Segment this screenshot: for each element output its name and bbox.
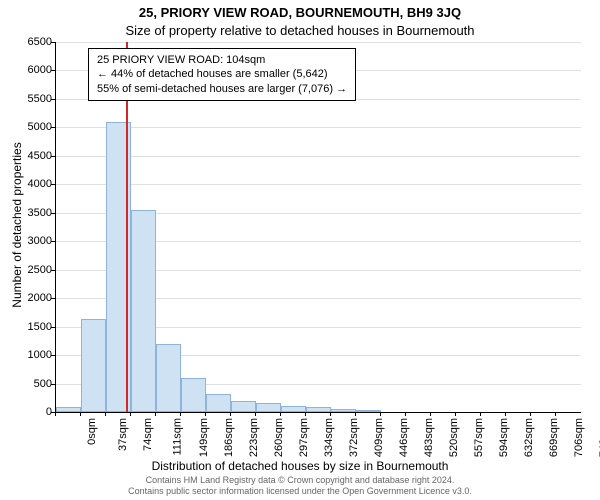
ytick-mark bbox=[51, 127, 55, 128]
xtick-mark bbox=[255, 412, 256, 416]
ytick-label: 1500 bbox=[12, 321, 52, 333]
ytick-mark bbox=[51, 355, 55, 356]
xtick-mark bbox=[480, 412, 481, 416]
ytick-label: 6500 bbox=[12, 36, 52, 48]
ytick-label: 500 bbox=[12, 378, 52, 390]
xtick-label: 594sqm bbox=[498, 418, 510, 457]
ytick-label: 2000 bbox=[12, 292, 52, 304]
ytick-label: 5500 bbox=[12, 93, 52, 105]
ytick-label: 3000 bbox=[12, 235, 52, 247]
xtick-mark bbox=[130, 412, 131, 416]
xtick-mark bbox=[180, 412, 181, 416]
xtick-mark bbox=[355, 412, 356, 416]
ytick-label: 4000 bbox=[12, 178, 52, 190]
histogram-bar bbox=[256, 403, 281, 412]
histogram-bar bbox=[356, 410, 381, 412]
ytick-mark bbox=[51, 241, 55, 242]
xtick-mark bbox=[205, 412, 206, 416]
gridline bbox=[56, 184, 581, 185]
xtick-mark bbox=[105, 412, 106, 416]
chart-subtitle: Size of property relative to detached ho… bbox=[0, 23, 600, 38]
ytick-mark bbox=[51, 99, 55, 100]
histogram-bar bbox=[81, 319, 106, 412]
annotation-line2: ← 44% of detached houses are smaller (5,… bbox=[97, 67, 347, 81]
gridline bbox=[56, 127, 581, 128]
xtick-label: 223sqm bbox=[248, 418, 260, 457]
histogram-bar bbox=[181, 378, 206, 412]
ytick-label: 2500 bbox=[12, 264, 52, 276]
xtick-mark bbox=[330, 412, 331, 416]
gridline bbox=[56, 42, 581, 43]
annotation-line1: 25 PRIORY VIEW ROAD: 104sqm bbox=[97, 53, 347, 67]
xtick-label: 186sqm bbox=[223, 418, 235, 457]
xtick-label: 706sqm bbox=[573, 418, 585, 457]
xtick-label: 557sqm bbox=[473, 418, 485, 457]
xtick-mark bbox=[305, 412, 306, 416]
xtick-label: 334sqm bbox=[323, 418, 335, 457]
chart-footer: Contains HM Land Registry data © Crown c… bbox=[0, 475, 600, 497]
property-size-chart: 25, PRIORY VIEW ROAD, BOURNEMOUTH, BH9 3… bbox=[0, 0, 600, 500]
histogram-bar bbox=[231, 401, 256, 412]
xtick-mark bbox=[455, 412, 456, 416]
histogram-bar bbox=[206, 394, 231, 412]
histogram-bar bbox=[131, 210, 156, 412]
xtick-label: 483sqm bbox=[423, 418, 435, 457]
histogram-bar bbox=[331, 409, 356, 412]
gridline bbox=[56, 156, 581, 157]
ytick-mark bbox=[51, 213, 55, 214]
xtick-label: 0sqm bbox=[86, 418, 98, 445]
xtick-mark bbox=[505, 412, 506, 416]
ytick-mark bbox=[51, 384, 55, 385]
xtick-label: 74sqm bbox=[142, 418, 154, 451]
ytick-label: 4500 bbox=[12, 150, 52, 162]
footer-line1: Contains HM Land Registry data © Crown c… bbox=[0, 475, 600, 486]
footer-line2: Contains public sector information licen… bbox=[0, 486, 600, 497]
ytick-label: 5000 bbox=[12, 121, 52, 133]
xtick-mark bbox=[155, 412, 156, 416]
ytick-label: 3500 bbox=[12, 207, 52, 219]
histogram-bar bbox=[56, 407, 81, 412]
xtick-label: 297sqm bbox=[298, 418, 310, 457]
ytick-mark bbox=[51, 270, 55, 271]
ytick-label: 0 bbox=[12, 406, 52, 418]
histogram-bar bbox=[281, 406, 306, 412]
x-axis-label: Distribution of detached houses by size … bbox=[0, 459, 600, 473]
annotation-line3: 55% of semi-detached houses are larger (… bbox=[97, 82, 347, 96]
ytick-label: 6000 bbox=[12, 64, 52, 76]
annotation-box: 25 PRIORY VIEW ROAD: 104sqm ← 44% of det… bbox=[88, 48, 356, 101]
ytick-mark bbox=[51, 156, 55, 157]
ytick-mark bbox=[51, 70, 55, 71]
xtick-label: 111sqm bbox=[172, 418, 184, 456]
ytick-label: 1000 bbox=[12, 349, 52, 361]
xtick-label: 669sqm bbox=[548, 418, 560, 457]
xtick-label: 409sqm bbox=[373, 418, 385, 457]
xtick-mark bbox=[555, 412, 556, 416]
ytick-mark bbox=[51, 327, 55, 328]
ytick-mark bbox=[51, 42, 55, 43]
xtick-label: 372sqm bbox=[348, 418, 360, 457]
xtick-mark bbox=[405, 412, 406, 416]
xtick-label: 260sqm bbox=[273, 418, 285, 457]
xtick-label: 149sqm bbox=[198, 418, 210, 457]
chart-title: 25, PRIORY VIEW ROAD, BOURNEMOUTH, BH9 3… bbox=[0, 5, 600, 20]
histogram-bar bbox=[306, 407, 331, 412]
xtick-label: 632sqm bbox=[523, 418, 535, 457]
xtick-mark bbox=[530, 412, 531, 416]
xtick-mark bbox=[380, 412, 381, 416]
xtick-label: 446sqm bbox=[398, 418, 410, 457]
ytick-mark bbox=[51, 298, 55, 299]
xtick-mark bbox=[230, 412, 231, 416]
xtick-mark bbox=[80, 412, 81, 416]
xtick-label: 37sqm bbox=[117, 418, 129, 451]
xtick-mark bbox=[280, 412, 281, 416]
ytick-mark bbox=[51, 184, 55, 185]
xtick-label: 520sqm bbox=[448, 418, 460, 457]
xtick-mark bbox=[430, 412, 431, 416]
xtick-mark bbox=[55, 412, 56, 416]
histogram-bar bbox=[156, 344, 181, 412]
